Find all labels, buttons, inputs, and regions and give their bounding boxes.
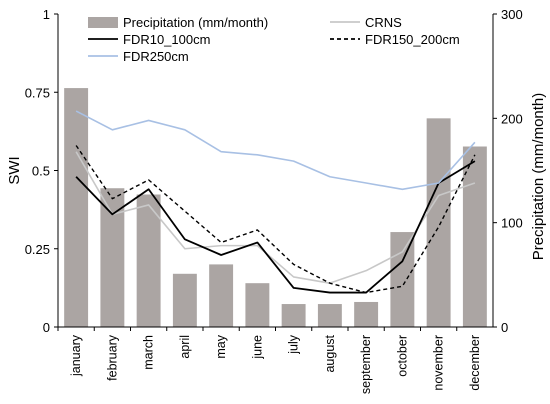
precipitation-bar	[100, 188, 125, 327]
y-axis-left-title: SWI	[6, 156, 23, 184]
series-line-fdr250cm	[75, 110, 476, 191]
y-left-tick-label: 0	[43, 320, 50, 335]
x-category-label: february	[105, 334, 119, 381]
x-category-label: december	[468, 335, 482, 391]
y-left-tick-label: 0.25	[25, 242, 50, 257]
lines-layer	[75, 110, 476, 294]
legend-label-fdr150-200cm: FDR150_200cm	[365, 32, 460, 47]
y-left-tick-label: 1	[43, 7, 50, 22]
y-left-tick-label: 0.75	[25, 85, 50, 100]
y-axis-right-title: Precipitation (mm/month)	[530, 93, 547, 261]
precipitation-bar	[426, 118, 451, 327]
legend-swatch-precipitation-mm-month-	[88, 17, 118, 28]
precipitation-bar	[209, 264, 234, 327]
precipitation-bar	[462, 146, 487, 327]
precipitation-bar	[172, 273, 197, 327]
precipitation-bar	[281, 304, 306, 327]
x-category-label: january	[69, 334, 83, 377]
series-line-crns	[75, 151, 476, 284]
x-category-label: june	[250, 335, 264, 360]
y-right-tick-label: 300	[501, 7, 523, 22]
x-category-label: march	[142, 335, 156, 370]
x-category-label: may	[214, 334, 228, 358]
legend-label-precipitation-mm-month-: Precipitation (mm/month)	[123, 15, 268, 30]
legend: Precipitation (mm/month) CRNS FDR10_100cm F…	[88, 15, 460, 64]
precipitation-bar	[317, 304, 342, 327]
x-category-label: april	[178, 335, 192, 359]
legend-label-crns: CRNS	[365, 15, 402, 30]
x-category-label: november	[432, 335, 446, 391]
precipitation-bar	[136, 194, 161, 327]
series-line-fdr10-100cm	[75, 160, 476, 294]
precipitation-bar	[354, 301, 379, 327]
series-line-fdr150-200cm	[75, 145, 476, 294]
y-right-tick-label: 100	[501, 216, 523, 231]
axes-layer: 0 0.25 0.5 0.75 1 0 100 200 300 january february ma…	[25, 7, 523, 394]
x-category-label: october	[395, 335, 409, 377]
precipitation-bar	[245, 283, 270, 327]
legend-label-fdr10-100cm: FDR10_100cm	[123, 32, 210, 47]
bars-layer	[64, 88, 487, 328]
x-category-label: august	[323, 334, 337, 372]
y-right-tick-label: 0	[501, 320, 508, 335]
y-right-tick-label: 200	[501, 111, 523, 126]
precipitation-bar	[390, 232, 415, 327]
legend-label-fdr250cm: FDR250cm	[123, 49, 189, 64]
x-category-label: july	[287, 334, 301, 355]
y-left-tick-label: 0.5	[32, 164, 50, 179]
precipitation-bar	[64, 88, 89, 328]
x-category-label: september	[359, 335, 373, 394]
